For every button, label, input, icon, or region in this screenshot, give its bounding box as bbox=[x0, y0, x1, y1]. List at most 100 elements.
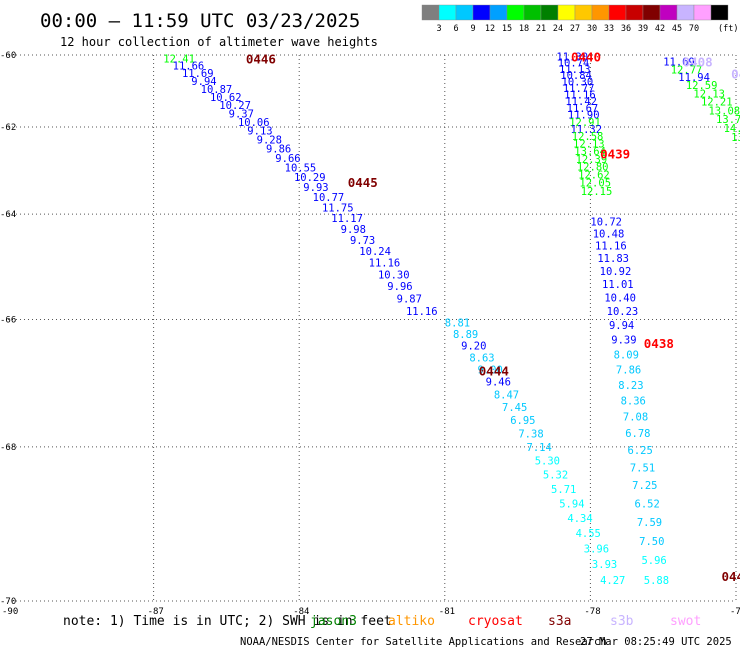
wave-height-value: 5.94 bbox=[559, 498, 584, 510]
color-scale-label: 3 bbox=[436, 24, 441, 34]
wave-height-value: 11.16 bbox=[406, 306, 438, 318]
wave-height-value: 10.84 bbox=[560, 70, 592, 82]
wave-height-value: 12.05 bbox=[579, 178, 611, 190]
wave-height-value: 10.55 bbox=[285, 162, 317, 174]
color-scale-swatch bbox=[710, 4, 729, 21]
color-scale-label: 6 bbox=[453, 24, 458, 34]
y-tick-label: -68 bbox=[0, 443, 16, 453]
wave-height-value: 7.45 bbox=[502, 402, 527, 414]
wave-height-value: 13.64 bbox=[574, 146, 606, 158]
wave-height-value: 11.90 bbox=[568, 110, 600, 122]
wave-height-value: 10.48 bbox=[593, 228, 625, 240]
track-label: 0443 bbox=[721, 569, 740, 584]
wave-height-value: 12.77 bbox=[671, 64, 703, 76]
wave-height-value: 9.37 bbox=[229, 108, 254, 120]
satellite-legend-item: s3a bbox=[548, 614, 571, 629]
wave-height-value: 9.39 bbox=[611, 335, 636, 347]
wave-height-value: 11.66 bbox=[173, 61, 205, 73]
wave-height-value: 3.93 bbox=[592, 559, 617, 571]
color-scale-swatch bbox=[557, 4, 576, 21]
wave-height-value: 11.69 bbox=[182, 68, 214, 80]
wave-height-value: 13.08 bbox=[708, 105, 740, 117]
wave-height-value: 12.59 bbox=[686, 80, 718, 92]
satellite-legend-item: swot bbox=[670, 614, 701, 629]
wave-height-value: 6.25 bbox=[628, 445, 653, 457]
wave-height-value: 8.81 bbox=[445, 317, 470, 329]
color-scale-swatch bbox=[574, 4, 593, 21]
wave-height-value: 5.96 bbox=[641, 555, 666, 567]
color-scale-swatch bbox=[489, 4, 508, 21]
track-label: 0446 bbox=[246, 51, 276, 66]
satellite-legend-item: jason3 bbox=[310, 614, 357, 629]
x-tick-label: -87 bbox=[148, 607, 164, 617]
wave-height-value: 8.36 bbox=[621, 396, 646, 408]
x-tick-label: -84 bbox=[293, 607, 309, 617]
color-scale-label: 33 bbox=[604, 24, 614, 34]
wave-height-value: 7.86 bbox=[616, 364, 641, 376]
wave-height-value: 11.16 bbox=[595, 241, 627, 253]
wave-height-value: 9.94 bbox=[609, 320, 634, 332]
x-corner-tick-label: -90 bbox=[2, 607, 18, 617]
wave-height-value: 9.28 bbox=[257, 135, 282, 147]
wave-height-value: 7.51 bbox=[630, 462, 655, 474]
wave-height-value: 10.40 bbox=[604, 292, 636, 304]
wave-height-value: 12.91 bbox=[569, 117, 601, 129]
color-scale-swatch bbox=[608, 4, 627, 21]
color-scale-label: 12 bbox=[485, 24, 495, 34]
wave-height-value: 11.83 bbox=[597, 253, 629, 265]
color-scale-label: 36 bbox=[621, 24, 631, 34]
wave-height-value: 7.25 bbox=[632, 480, 657, 492]
wave-height-value: 13.70 bbox=[716, 114, 740, 126]
wave-height-value: 9.93 bbox=[303, 182, 328, 194]
color-scale-unit: (ft) bbox=[718, 24, 738, 34]
wave-height-value: 8.63 bbox=[469, 352, 494, 364]
wave-height-value: 9.96 bbox=[387, 281, 412, 293]
x-tick-label: -75 bbox=[730, 607, 740, 617]
wave-height-value: 3.96 bbox=[584, 544, 609, 556]
track-label: 0439 bbox=[600, 147, 630, 162]
color-scale-label: 39 bbox=[638, 24, 648, 34]
track-label: 0438 bbox=[644, 336, 674, 351]
wave-height-value: 8.23 bbox=[618, 380, 643, 392]
wave-height-value: 11.16 bbox=[564, 89, 596, 101]
wave-height-value: 7.50 bbox=[639, 536, 664, 548]
color-scale-swatch bbox=[438, 4, 457, 21]
wave-height-value: 12.13 bbox=[693, 88, 725, 100]
wave-height-value: 10.23 bbox=[607, 306, 639, 318]
chart-title: 00:00 – 11:59 UTC 03/23/2025 bbox=[40, 10, 360, 32]
wave-height-value: 12.62 bbox=[578, 170, 610, 182]
wave-height-value: 5.71 bbox=[551, 484, 576, 496]
wave-height-value: 4.34 bbox=[567, 513, 592, 525]
wave-height-value: 11.42 bbox=[565, 96, 597, 108]
wave-height-value: 5.88 bbox=[644, 575, 669, 587]
altimeter-tracks: 12.4111.6611.699.9410.8710.6210.279.3710… bbox=[163, 50, 740, 587]
color-scale-label: 15 bbox=[502, 24, 512, 34]
color-scale-swatch bbox=[455, 4, 474, 21]
wave-height-value: 10.27 bbox=[219, 100, 251, 112]
wave-height-value: 6.78 bbox=[625, 428, 650, 440]
footer-timestamp: 27 Mar 08:25:49 UTC 2025 bbox=[580, 636, 732, 648]
chart-subtitle: 12 hour collection of altimeter wave hei… bbox=[60, 35, 378, 49]
wave-height-value: 11.69 bbox=[663, 57, 695, 69]
wave-height-value: 10.92 bbox=[600, 266, 632, 278]
color-scale-label: 18 bbox=[519, 24, 529, 34]
color-scale-swatch bbox=[591, 4, 610, 21]
wave-height-value: 9.94 bbox=[191, 76, 216, 88]
wave-height-value: 10.30 bbox=[562, 76, 594, 88]
wave-height-value: 7.08 bbox=[623, 412, 648, 424]
wave-height-value: 11.30 bbox=[556, 52, 588, 64]
color-scale-legend: 3 6 9 12 15 18 21 24 27 30 33 36 39 42 45 70 (ft) bbox=[421, 4, 738, 34]
wave-height-value: 11.94 bbox=[678, 72, 710, 84]
axis-labels: -60 -62 -64 -66 -68 -70 -87 -84 -81 -78 -75 -90 bbox=[0, 51, 740, 617]
color-scale-swatch bbox=[472, 4, 491, 21]
color-scale-swatch bbox=[693, 4, 712, 21]
wave-height-value: 12.21 bbox=[701, 97, 733, 109]
wave-height-value: 9.66 bbox=[275, 153, 300, 165]
color-scale-swatch bbox=[506, 4, 525, 21]
color-scale-swatch bbox=[625, 4, 644, 21]
satellite-legend-item: s3b bbox=[610, 614, 634, 629]
x-tick-label: -78 bbox=[584, 607, 600, 617]
wave-height-value: 4.55 bbox=[576, 528, 601, 540]
wave-height-value: 9.00 bbox=[477, 364, 502, 376]
